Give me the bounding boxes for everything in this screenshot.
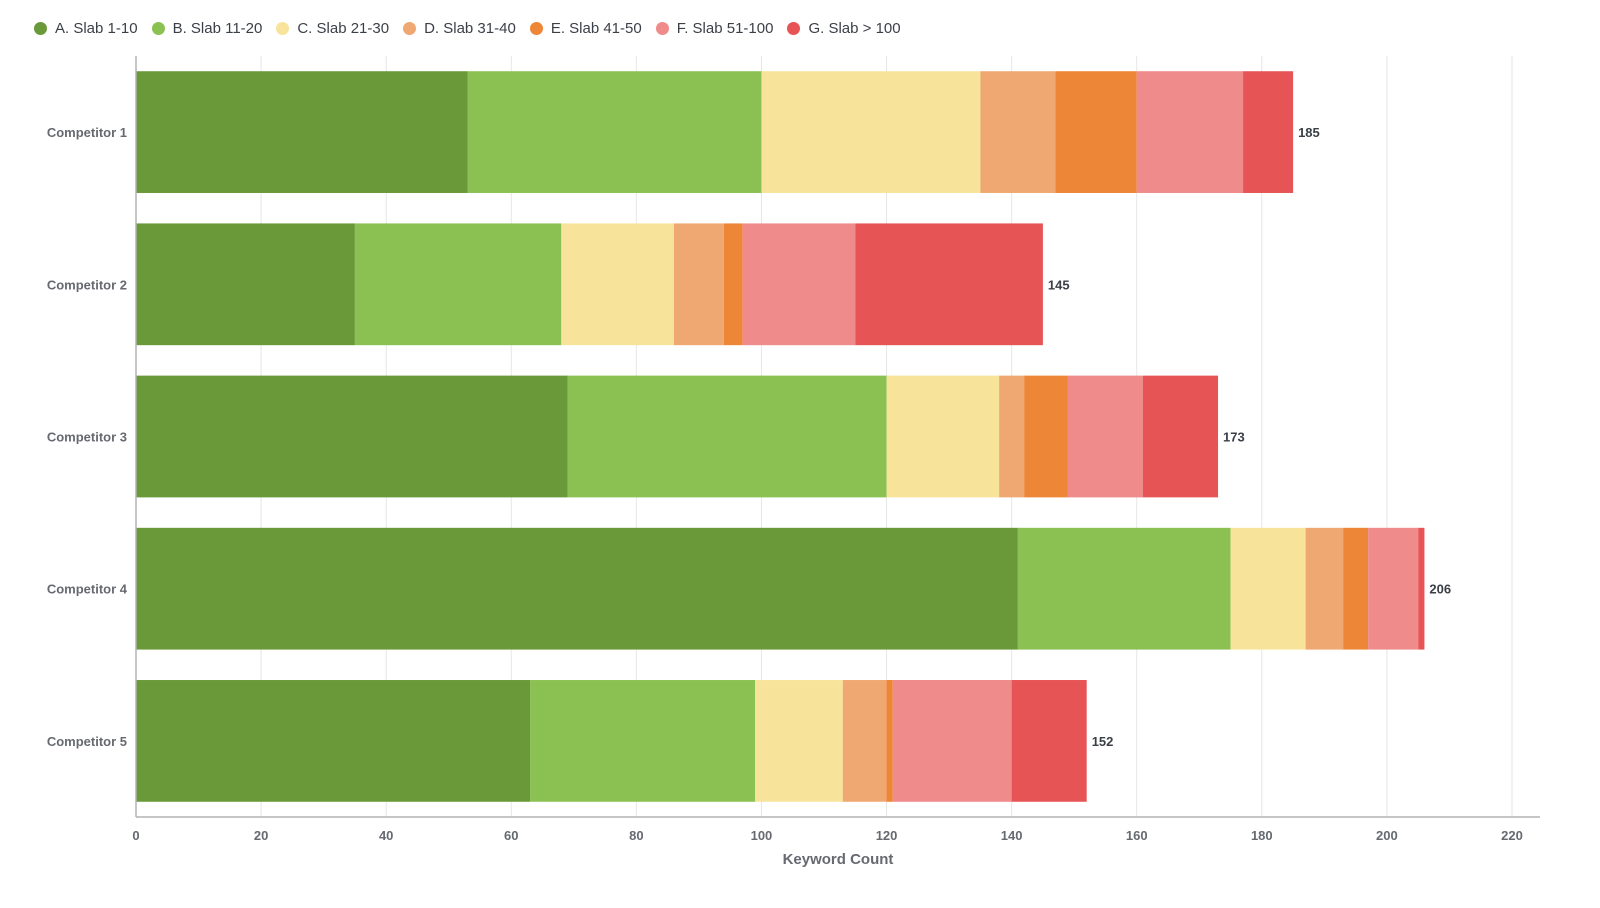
labels: 185 Competitor 1 145 Competitor 2 173 Competi… (47, 125, 1451, 749)
bar-segment (842, 680, 887, 802)
x-tick-label: 160 (1126, 828, 1148, 843)
legend-marker (787, 21, 801, 35)
legend-marker (276, 21, 290, 35)
bar-segment (561, 223, 674, 346)
bar-total-label: 185 (1298, 125, 1320, 140)
bar-segment (467, 71, 762, 193)
bar-segment (1017, 527, 1231, 650)
category-label: Competitor 4 (47, 582, 128, 597)
chart-legend: A. Slab 1-10 B. Slab 11-20 C. Slab 21-30 D.… (34, 16, 901, 40)
legend-item[interactable]: B. Slab 11-20 (151, 19, 263, 37)
bar-segment (1011, 680, 1087, 802)
bar-total-label: 145 (1048, 277, 1070, 292)
bar-segment (742, 223, 856, 346)
bar-total-label: 206 (1429, 582, 1451, 597)
bar-segment (755, 680, 843, 802)
bar-segment (567, 375, 887, 498)
category-label: Competitor 5 (47, 734, 127, 749)
legend-marker (655, 21, 669, 35)
legend-item[interactable]: D. Slab 31-40 (403, 20, 516, 37)
bar-segment (723, 223, 743, 346)
category-label: Competitor 2 (47, 277, 127, 292)
bar-segment (886, 375, 1000, 498)
legend-label: B. Slab 11-20 (172, 19, 263, 37)
legend-label: D. Slab 31-40 (424, 19, 516, 37)
bars (136, 71, 1425, 802)
x-tick-label: 80 (629, 828, 643, 843)
bar-segment (1024, 375, 1068, 498)
bar-segment (886, 680, 893, 802)
bar-segment (1243, 71, 1294, 193)
legend-label: F. Slab 51-100 (676, 19, 774, 37)
x-tick-label: 40 (379, 828, 393, 843)
bar-segment (1055, 71, 1137, 193)
bar-total-label: 152 (1092, 734, 1114, 749)
bar-segment (136, 527, 1018, 650)
bar-segment (136, 680, 531, 802)
bar-total-label: 173 (1223, 430, 1245, 445)
bar-segment (1305, 527, 1344, 650)
legend-item[interactable]: C. Slab 21-30 (276, 20, 389, 37)
bar-segment (136, 223, 355, 346)
x-tick-label: 140 (1001, 828, 1023, 843)
legend-label: G. Slab > 100 (808, 19, 901, 37)
x-tick-label: 100 (751, 828, 773, 843)
legend-marker (151, 21, 165, 35)
legend-marker (34, 21, 47, 35)
category-label: Competitor 1 (47, 125, 127, 140)
axes: 0 20 40 60 80 100 120 140 160 180 200 220 (132, 56, 1540, 843)
bar-segment (1142, 375, 1219, 498)
bar-segment (530, 680, 756, 802)
x-tick-label: 220 (1501, 828, 1523, 843)
x-axis-title: Keyword Count (783, 851, 894, 868)
bar-segment (136, 375, 568, 498)
x-tick-label: 200 (1376, 828, 1398, 843)
bar-segment (761, 71, 981, 193)
bar-segment (1136, 71, 1244, 193)
x-tick-label: 120 (876, 828, 898, 843)
bar-segment (855, 223, 1043, 346)
bar-segment (980, 71, 1056, 193)
bar-segment (1343, 527, 1369, 650)
bar-segment (673, 223, 724, 346)
bar-segment (892, 680, 1012, 802)
x-tick-label: 60 (504, 828, 518, 843)
legend-label: E. Slab 41-50 (550, 19, 642, 37)
bar-segment (1230, 527, 1306, 650)
x-tick-label: 180 (1251, 828, 1273, 843)
legend-item[interactable]: E. Slab 41-50 (529, 19, 642, 37)
bar-segment (1067, 375, 1143, 498)
bar-segment (136, 71, 468, 193)
x-tick-label: 20 (254, 828, 268, 843)
bar-segment (1368, 527, 1419, 650)
legend-item[interactable]: A. Slab 1-10 (34, 20, 138, 37)
category-label: Competitor 3 (47, 430, 127, 445)
legend-marker (403, 21, 417, 35)
legend-label: A. Slab 1-10 (55, 19, 138, 37)
legend-label: C. Slab 21-30 (297, 19, 390, 37)
x-tick-label: 0 (132, 828, 139, 843)
legend-marker (529, 21, 543, 35)
legend-item[interactable]: F. Slab 51-100 (655, 19, 774, 37)
bar-segment (354, 223, 562, 346)
legend-item[interactable]: G. Slab > 100 (787, 19, 901, 37)
bar-segment (1418, 527, 1425, 650)
bar-segment (999, 375, 1025, 498)
